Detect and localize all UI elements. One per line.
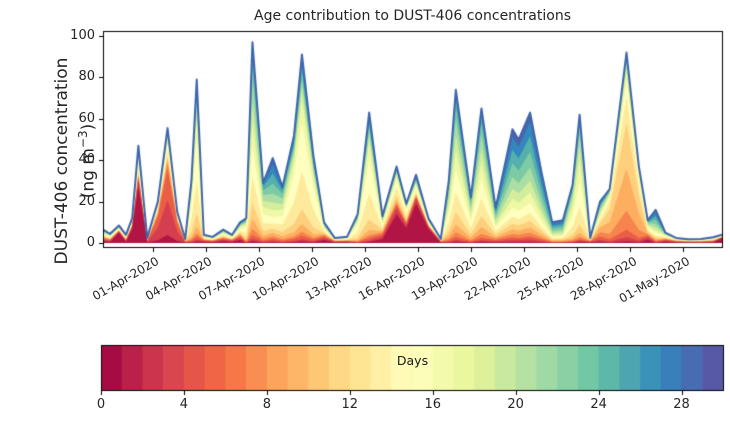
colorbar-label: Days — [396, 353, 429, 368]
y-axis-unit-exponent: −3 — [76, 130, 90, 149]
colorbar-tick-label: 8 — [262, 397, 271, 412]
y-tick-label: 20 — [78, 193, 95, 209]
y-tick-label: 100 — [70, 27, 95, 43]
colorbar-tick-label: 12 — [341, 397, 359, 412]
colorbar-tick-label: 16 — [424, 397, 441, 412]
colorbar-tick-label: 0 — [96, 397, 106, 412]
chart-title: Age contribution to DUST-406 concentrati… — [254, 8, 571, 24]
y-tick-label: 0 — [86, 235, 95, 251]
y-tick-label: 60 — [78, 110, 95, 126]
colorbar-tick-label: 20 — [507, 397, 524, 412]
colorbar-tick-label: 24 — [590, 397, 607, 412]
y-tick-label: 80 — [78, 69, 95, 85]
y-tick-label: 40 — [78, 152, 95, 168]
colorbar-tick-label: 28 — [673, 397, 690, 412]
colorbar-tick-label: 4 — [179, 397, 189, 412]
